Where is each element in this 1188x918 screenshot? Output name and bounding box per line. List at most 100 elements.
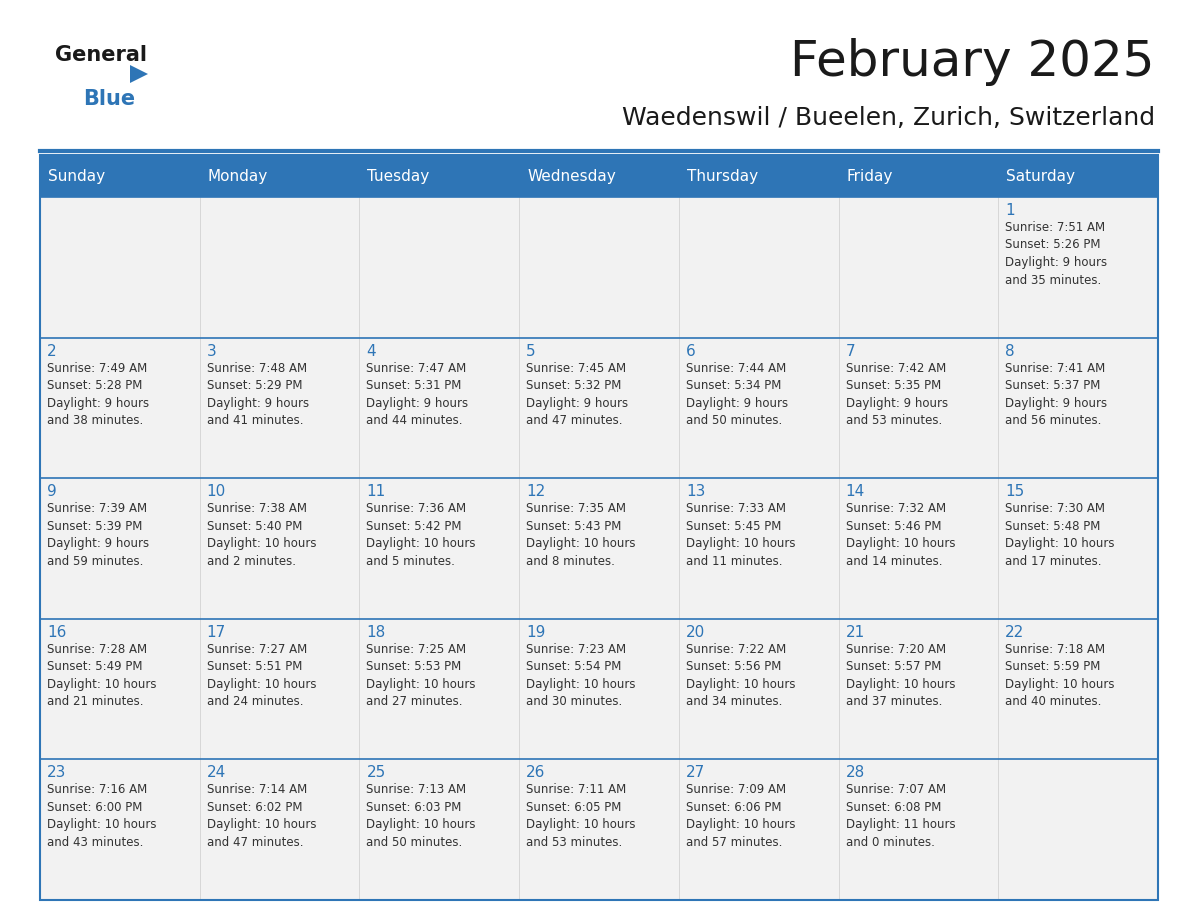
Text: 24: 24 [207,766,226,780]
Text: Sunrise: 7:16 AM
Sunset: 6:00 PM
Daylight: 10 hours
and 43 minutes.: Sunrise: 7:16 AM Sunset: 6:00 PM Dayligh… [48,783,157,849]
Text: 6: 6 [685,343,696,359]
Bar [360,155,519,197]
Bar [678,759,839,900]
Text: 12: 12 [526,484,545,499]
Bar [200,478,360,619]
Text: 21: 21 [846,625,865,640]
Text: 13: 13 [685,484,706,499]
Text: 9: 9 [48,484,57,499]
Text: Sunrise: 7:18 AM
Sunset: 5:59 PM
Daylight: 10 hours
and 40 minutes.: Sunrise: 7:18 AM Sunset: 5:59 PM Dayligh… [1005,643,1114,709]
Text: 11: 11 [366,484,386,499]
Bar [678,478,839,619]
Bar [998,759,1158,900]
Text: Sunrise: 7:07 AM
Sunset: 6:08 PM
Daylight: 11 hours
and 0 minutes.: Sunrise: 7:07 AM Sunset: 6:08 PM Dayligh… [846,783,955,849]
Bar [519,759,678,900]
Text: 2: 2 [48,343,57,359]
Text: Sunrise: 7:25 AM
Sunset: 5:53 PM
Daylight: 10 hours
and 27 minutes.: Sunrise: 7:25 AM Sunset: 5:53 PM Dayligh… [366,643,476,709]
Text: 5: 5 [526,343,536,359]
Bar [998,155,1158,197]
Bar [998,478,1158,619]
Text: Sunrise: 7:30 AM
Sunset: 5:48 PM
Daylight: 10 hours
and 17 minutes.: Sunrise: 7:30 AM Sunset: 5:48 PM Dayligh… [1005,502,1114,567]
Bar [40,197,200,338]
Text: February 2025: February 2025 [790,38,1155,86]
Text: 1: 1 [1005,203,1015,218]
Text: Wednesday: Wednesday [527,169,615,184]
Text: 16: 16 [48,625,67,640]
Text: Tuesday: Tuesday [367,169,430,184]
Bar [839,338,998,478]
Text: 17: 17 [207,625,226,640]
Bar [839,478,998,619]
Text: 26: 26 [526,766,545,780]
Text: Sunrise: 7:09 AM
Sunset: 6:06 PM
Daylight: 10 hours
and 57 minutes.: Sunrise: 7:09 AM Sunset: 6:06 PM Dayligh… [685,783,795,849]
Text: 4: 4 [366,343,377,359]
Text: 3: 3 [207,343,216,359]
Text: Sunrise: 7:20 AM
Sunset: 5:57 PM
Daylight: 10 hours
and 37 minutes.: Sunrise: 7:20 AM Sunset: 5:57 PM Dayligh… [846,643,955,709]
Text: 27: 27 [685,766,706,780]
Bar [40,155,1158,900]
Bar [40,338,200,478]
Bar [40,619,200,759]
Text: 15: 15 [1005,484,1024,499]
Text: Blue: Blue [83,89,135,109]
Text: Sunrise: 7:22 AM
Sunset: 5:56 PM
Daylight: 10 hours
and 34 minutes.: Sunrise: 7:22 AM Sunset: 5:56 PM Dayligh… [685,643,795,709]
Text: 22: 22 [1005,625,1024,640]
Text: Sunrise: 7:27 AM
Sunset: 5:51 PM
Daylight: 10 hours
and 24 minutes.: Sunrise: 7:27 AM Sunset: 5:51 PM Dayligh… [207,643,316,709]
Bar [519,619,678,759]
Text: Sunday: Sunday [48,169,105,184]
Text: Sunrise: 7:33 AM
Sunset: 5:45 PM
Daylight: 10 hours
and 11 minutes.: Sunrise: 7:33 AM Sunset: 5:45 PM Dayligh… [685,502,795,567]
Text: 14: 14 [846,484,865,499]
Text: 23: 23 [48,766,67,780]
Text: Sunrise: 7:42 AM
Sunset: 5:35 PM
Daylight: 9 hours
and 53 minutes.: Sunrise: 7:42 AM Sunset: 5:35 PM Dayligh… [846,362,948,427]
Bar [839,619,998,759]
Text: 28: 28 [846,766,865,780]
Bar [519,197,678,338]
Bar [519,338,678,478]
Text: Sunrise: 7:13 AM
Sunset: 6:03 PM
Daylight: 10 hours
and 50 minutes.: Sunrise: 7:13 AM Sunset: 6:03 PM Dayligh… [366,783,476,849]
Bar [360,619,519,759]
Bar [998,619,1158,759]
Text: Sunrise: 7:51 AM
Sunset: 5:26 PM
Daylight: 9 hours
and 35 minutes.: Sunrise: 7:51 AM Sunset: 5:26 PM Dayligh… [1005,221,1107,286]
Text: 18: 18 [366,625,386,640]
Text: Sunrise: 7:11 AM
Sunset: 6:05 PM
Daylight: 10 hours
and 53 minutes.: Sunrise: 7:11 AM Sunset: 6:05 PM Dayligh… [526,783,636,849]
Text: Thursday: Thursday [687,169,758,184]
Bar [200,155,360,197]
Bar [360,478,519,619]
Text: Sunrise: 7:44 AM
Sunset: 5:34 PM
Daylight: 9 hours
and 50 minutes.: Sunrise: 7:44 AM Sunset: 5:34 PM Dayligh… [685,362,788,427]
Bar [678,338,839,478]
Bar [839,155,998,197]
Text: Sunrise: 7:49 AM
Sunset: 5:28 PM
Daylight: 9 hours
and 38 minutes.: Sunrise: 7:49 AM Sunset: 5:28 PM Dayligh… [48,362,150,427]
Bar [360,338,519,478]
Text: 20: 20 [685,625,706,640]
Text: Sunrise: 7:45 AM
Sunset: 5:32 PM
Daylight: 9 hours
and 47 minutes.: Sunrise: 7:45 AM Sunset: 5:32 PM Dayligh… [526,362,628,427]
Bar [200,338,360,478]
Bar [360,197,519,338]
Text: Saturday: Saturday [1006,169,1075,184]
Bar [200,759,360,900]
Bar [519,155,678,197]
Text: Sunrise: 7:39 AM
Sunset: 5:39 PM
Daylight: 9 hours
and 59 minutes.: Sunrise: 7:39 AM Sunset: 5:39 PM Dayligh… [48,502,150,567]
Text: Sunrise: 7:36 AM
Sunset: 5:42 PM
Daylight: 10 hours
and 5 minutes.: Sunrise: 7:36 AM Sunset: 5:42 PM Dayligh… [366,502,476,567]
Text: 7: 7 [846,343,855,359]
Text: Friday: Friday [847,169,893,184]
Text: General: General [55,45,147,65]
Bar [839,759,998,900]
Text: Sunrise: 7:47 AM
Sunset: 5:31 PM
Daylight: 9 hours
and 44 minutes.: Sunrise: 7:47 AM Sunset: 5:31 PM Dayligh… [366,362,468,427]
Bar [40,155,200,197]
Bar [200,197,360,338]
Bar [839,197,998,338]
Bar [678,155,839,197]
Text: Sunrise: 7:23 AM
Sunset: 5:54 PM
Daylight: 10 hours
and 30 minutes.: Sunrise: 7:23 AM Sunset: 5:54 PM Dayligh… [526,643,636,709]
Text: Monday: Monday [208,169,268,184]
Text: 10: 10 [207,484,226,499]
Bar [678,197,839,338]
Text: 19: 19 [526,625,545,640]
Bar [40,478,200,619]
Text: Sunrise: 7:32 AM
Sunset: 5:46 PM
Daylight: 10 hours
and 14 minutes.: Sunrise: 7:32 AM Sunset: 5:46 PM Dayligh… [846,502,955,567]
Bar [200,619,360,759]
Bar [40,759,200,900]
Text: Sunrise: 7:14 AM
Sunset: 6:02 PM
Daylight: 10 hours
and 47 minutes.: Sunrise: 7:14 AM Sunset: 6:02 PM Dayligh… [207,783,316,849]
Text: 8: 8 [1005,343,1015,359]
Bar [360,759,519,900]
Bar [998,197,1158,338]
